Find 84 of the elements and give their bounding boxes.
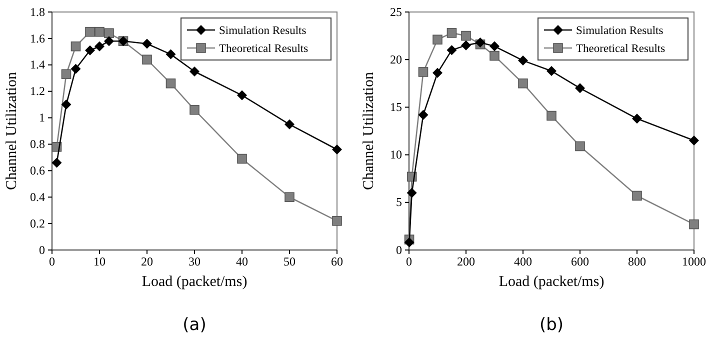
y-tick-label: 0 (396, 242, 402, 257)
x-axis-title: Load (packet/ms) (142, 274, 248, 290)
point (166, 49, 176, 60)
y-tick-label: 1.6 (30, 31, 45, 46)
point (237, 154, 247, 164)
y-tick-label: 0.8 (30, 137, 45, 152)
y-tick-label: 5 (396, 195, 402, 210)
text: (a) (182, 315, 206, 335)
y-tick-label: 20 (390, 52, 402, 66)
x-tick-label: 1000 (682, 254, 706, 269)
point (432, 34, 442, 45)
y-axis-title: Channel Utilization (361, 72, 377, 190)
point (104, 28, 114, 38)
point (446, 45, 457, 56)
x-tick-label: 0 (49, 254, 55, 269)
point (190, 104, 200, 115)
x-tick-label: 30 (188, 254, 200, 269)
point (632, 190, 642, 201)
point (237, 90, 247, 100)
point (284, 119, 294, 130)
y-tick-label: 1 (39, 110, 45, 125)
point (518, 56, 528, 66)
point (518, 78, 528, 88)
point (61, 69, 72, 80)
x-tick-label: 600 (571, 254, 589, 269)
point (94, 26, 104, 37)
point (689, 136, 699, 146)
y-tick-label: 25 (390, 4, 402, 19)
point (94, 41, 104, 52)
point (490, 41, 500, 52)
point (461, 30, 471, 41)
y-tick-label: 0.2 (30, 216, 45, 230)
y-tick-label: 15 (390, 100, 402, 114)
point (418, 110, 428, 120)
x-tick-label: 60 (331, 254, 343, 269)
point (85, 45, 95, 56)
x-tick-label: 400 (514, 254, 532, 269)
y-tick-label: 1.8 (30, 4, 45, 19)
point (332, 144, 342, 155)
y-tick-label: 1.2 (30, 84, 45, 98)
point (70, 64, 81, 74)
point (142, 54, 152, 64)
point (432, 68, 442, 78)
legend-label: Simulation Results (219, 25, 307, 37)
point (461, 40, 471, 50)
x-tick-label: 200 (457, 254, 475, 269)
point (546, 66, 556, 76)
legend-label: Theoretical Results (576, 43, 666, 55)
point (632, 114, 642, 124)
x-tick-label: 0 (406, 254, 412, 269)
point (418, 67, 428, 77)
y-tick-label: 0.6 (30, 164, 45, 178)
point (404, 237, 414, 248)
x-tick-label: 50 (284, 254, 296, 269)
x-tick-label: 40 (236, 254, 248, 269)
legend-label: Theoretical Results (219, 43, 309, 55)
text: (b) (539, 315, 564, 335)
y-tick-label: 1.4 (30, 58, 45, 72)
y-axis-title: Channel Utilization (4, 72, 20, 190)
point (406, 188, 417, 198)
point (52, 158, 62, 168)
y-tick-label: 0.4 (30, 190, 45, 204)
x-tick-label: 800 (628, 254, 646, 269)
point (104, 36, 114, 46)
point (546, 110, 556, 121)
point (575, 141, 585, 152)
point (284, 192, 294, 202)
point (689, 219, 699, 230)
point (190, 66, 200, 76)
point (85, 26, 95, 37)
x-tick-label: 10 (94, 254, 106, 269)
x-axis-title: Load (packet/ms) (498, 274, 604, 290)
point (490, 50, 500, 61)
point (61, 100, 72, 110)
point (575, 83, 585, 94)
x-tick-label: 20 (141, 254, 153, 269)
y-tick-label: 10 (390, 148, 402, 162)
legend-label: Simulation Results (576, 25, 664, 37)
point (142, 38, 152, 49)
y-tick-label: 0 (39, 242, 45, 257)
point (166, 78, 176, 88)
point (446, 28, 457, 38)
point (332, 216, 342, 226)
point (70, 41, 81, 52)
